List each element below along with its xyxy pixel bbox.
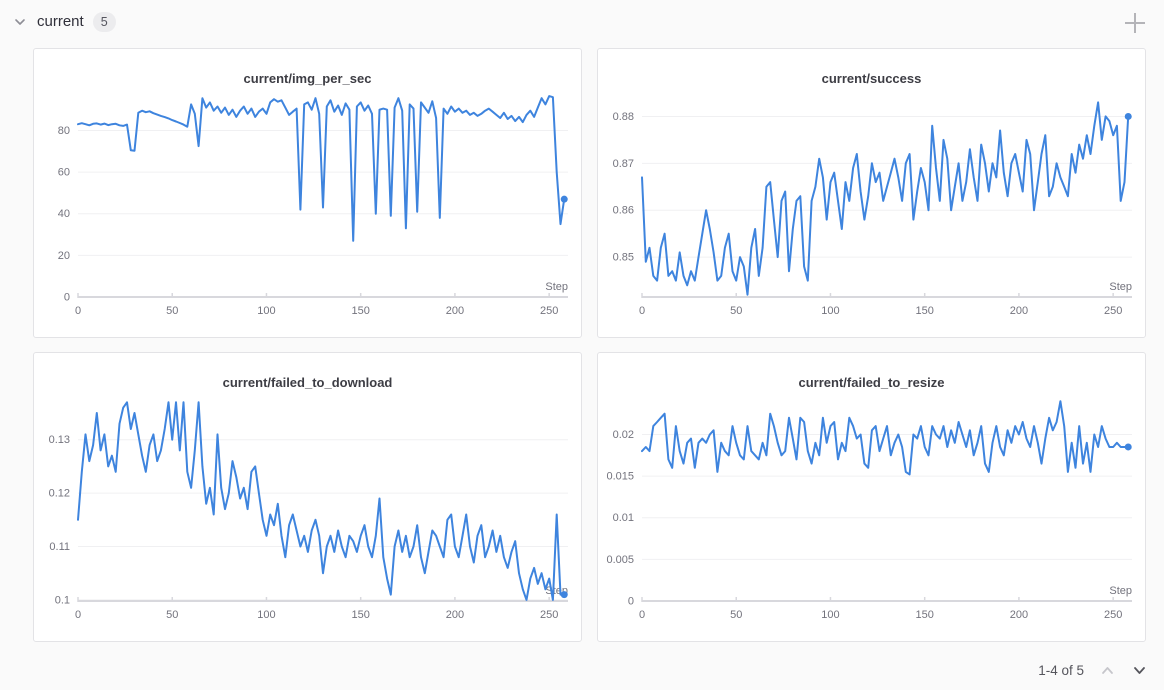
panel-card-img-per-sec[interactable]: 0 20 40 60 80 0 50 100 150 200 250 Step current/img… — [33, 48, 582, 338]
svg-text:100: 100 — [257, 609, 275, 621]
svg-text:0: 0 — [628, 596, 634, 608]
svg-text:150: 150 — [916, 609, 934, 621]
svg-text:Step: Step — [1109, 585, 1132, 597]
svg-text:100: 100 — [821, 305, 839, 317]
svg-text:80: 80 — [58, 125, 70, 137]
svg-text:0.015: 0.015 — [606, 471, 634, 483]
svg-text:100: 100 — [257, 305, 275, 317]
svg-text:0.85: 0.85 — [613, 252, 634, 264]
section-header: current 5 — [12, 12, 116, 32]
svg-text:0.12: 0.12 — [49, 488, 70, 500]
svg-text:0.86: 0.86 — [613, 205, 634, 217]
svg-text:200: 200 — [1010, 305, 1028, 317]
svg-text:0.005: 0.005 — [606, 554, 634, 566]
svg-text:100: 100 — [821, 609, 839, 621]
chevron-down-icon — [1132, 663, 1147, 678]
panel-card-failed-to-resize[interactable]: 0 0.005 0.01 0.015 0.02 0 50 100 150 200 250 Step c… — [597, 352, 1146, 642]
svg-text:60: 60 — [58, 167, 70, 179]
svg-text:0.1: 0.1 — [55, 594, 70, 606]
panel-count-badge: 5 — [92, 12, 116, 32]
svg-text:250: 250 — [540, 305, 558, 317]
pagination: 1-4 of 5 — [1038, 658, 1148, 682]
svg-text:200: 200 — [446, 305, 464, 317]
svg-text:0.87: 0.87 — [613, 158, 634, 170]
svg-text:0.88: 0.88 — [613, 111, 634, 123]
chart-title: current/img_per_sec — [243, 71, 372, 86]
svg-text:Step: Step — [545, 281, 568, 293]
pagination-label: 1-4 of 5 — [1038, 662, 1084, 678]
svg-text:0: 0 — [639, 305, 645, 317]
panel-card-success[interactable]: 0.85 0.86 0.87 0.88 0 50 100 150 200 250 Step curr… — [597, 48, 1146, 338]
chart-title: current/failed_to_download — [222, 375, 393, 390]
panel-card-failed-to-download[interactable]: 0.1 0.11 0.12 0.13 0 50 100 150 200 250 Step curre… — [33, 352, 582, 642]
chart-title: current/success — [821, 71, 922, 86]
chevron-up-icon — [1100, 663, 1115, 678]
svg-text:40: 40 — [58, 208, 70, 220]
svg-text:150: 150 — [916, 305, 934, 317]
svg-text:0.13: 0.13 — [49, 434, 70, 446]
line-chart-canvas[interactable]: 0.85 0.86 0.87 0.88 0 50 100 150 200 250 Step — [598, 49, 1145, 337]
svg-text:0: 0 — [75, 609, 81, 621]
svg-text:50: 50 — [730, 609, 742, 621]
svg-text:0: 0 — [75, 305, 81, 317]
svg-text:250: 250 — [1104, 305, 1122, 317]
svg-text:20: 20 — [58, 250, 70, 262]
line-chart-canvas[interactable]: 0 20 40 60 80 0 50 100 150 200 250 Step — [34, 49, 581, 337]
svg-text:150: 150 — [352, 305, 370, 317]
svg-text:0: 0 — [639, 609, 645, 621]
svg-text:Step: Step — [1109, 281, 1132, 293]
svg-text:50: 50 — [166, 305, 178, 317]
svg-text:0: 0 — [64, 292, 70, 304]
svg-text:50: 50 — [166, 609, 178, 621]
svg-text:0.11: 0.11 — [49, 541, 70, 553]
svg-text:0.02: 0.02 — [613, 429, 634, 441]
section-collapse-chevron-down-icon[interactable] — [12, 14, 28, 30]
svg-text:50: 50 — [730, 305, 742, 317]
svg-text:150: 150 — [352, 609, 370, 621]
svg-text:250: 250 — [540, 609, 558, 621]
svg-text:200: 200 — [1010, 609, 1028, 621]
add-panel-button[interactable] — [1120, 8, 1150, 38]
line-chart-canvas[interactable]: 0 0.005 0.01 0.015 0.02 0 50 100 150 200 250 Step — [598, 353, 1145, 641]
pagination-next-button[interactable] — [1130, 661, 1148, 679]
plus-icon — [1122, 10, 1148, 36]
pagination-prev-button[interactable] — [1098, 661, 1116, 679]
svg-text:0.01: 0.01 — [613, 512, 634, 524]
svg-text:250: 250 — [1104, 609, 1122, 621]
svg-text:200: 200 — [446, 609, 464, 621]
section-title: current — [37, 13, 84, 31]
chart-title: current/failed_to_resize — [798, 375, 945, 390]
